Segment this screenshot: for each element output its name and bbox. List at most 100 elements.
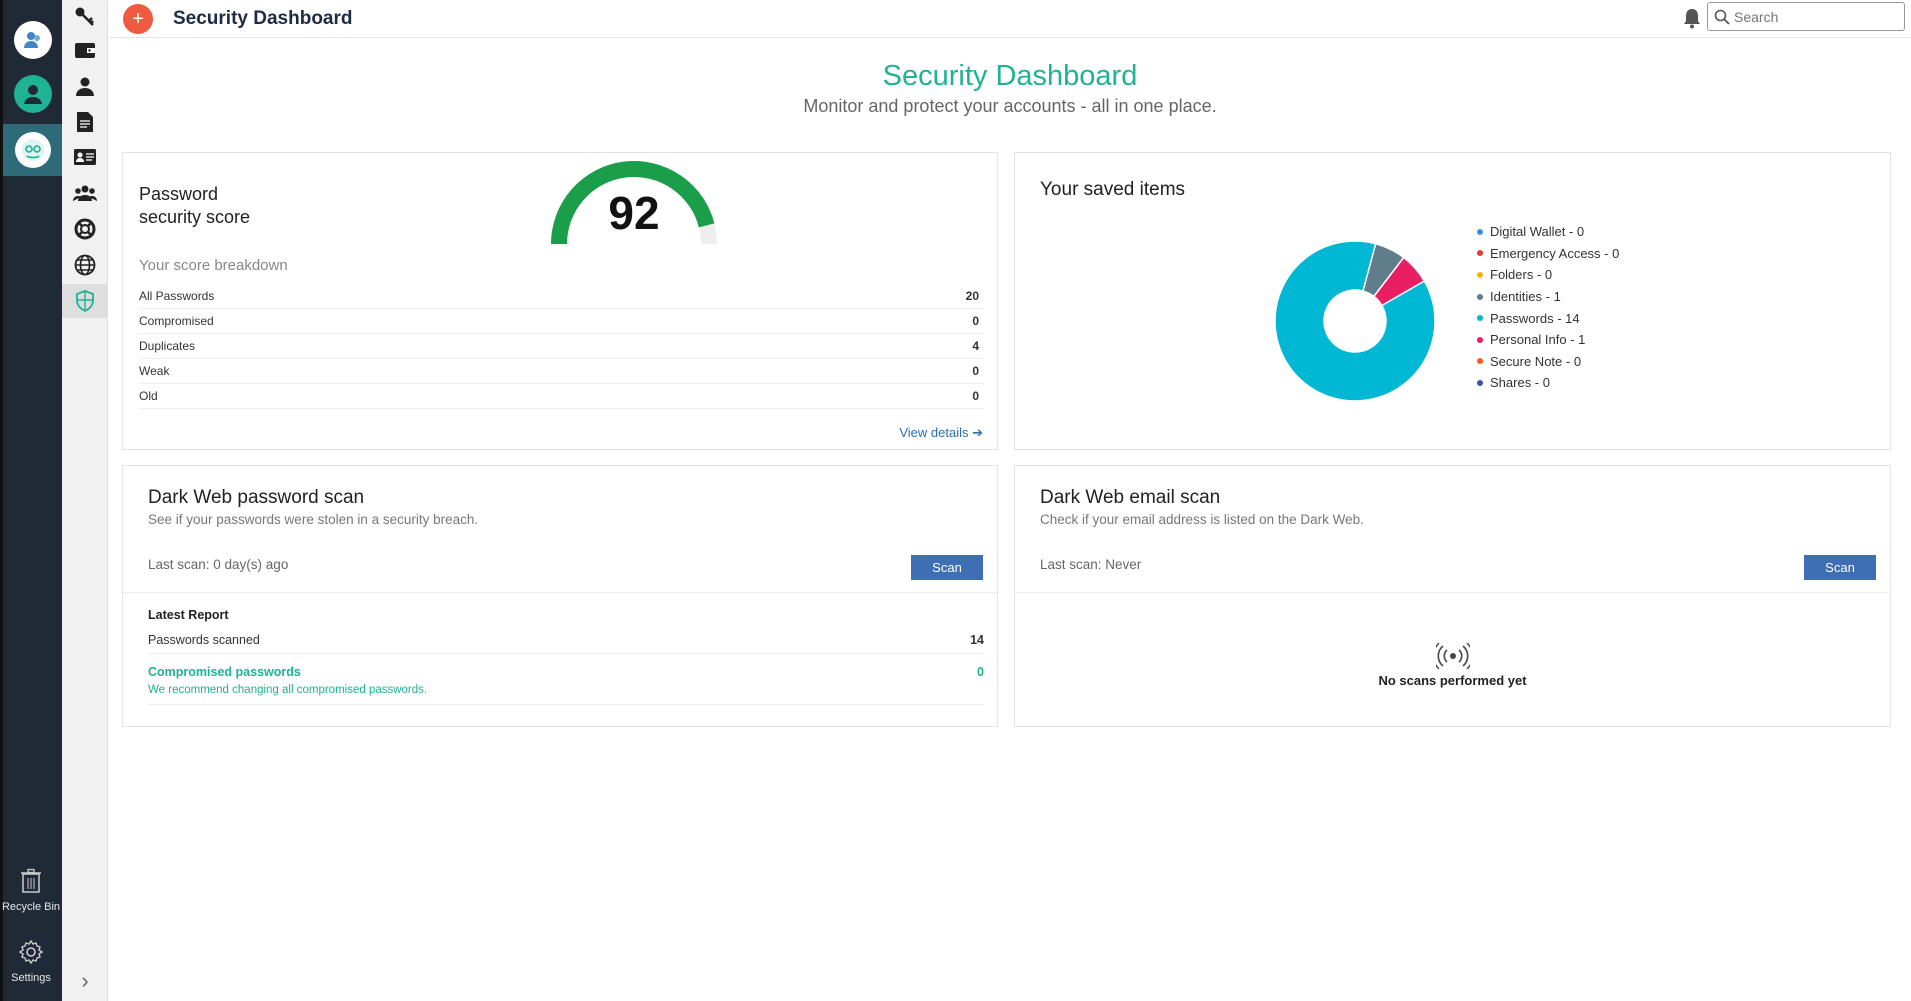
trash-icon — [21, 868, 41, 893]
compromised-passwords-label[interactable]: Compromised passwords — [148, 665, 301, 679]
email-last-scan: Last scan: Never — [1040, 557, 1142, 572]
email-scan-button[interactable]: Scan — [1804, 555, 1876, 580]
legend-item: Folders - 0 — [1477, 264, 1619, 286]
breakdown-row: Weak 0 — [139, 359, 983, 384]
notification-bell-icon[interactable] — [1681, 7, 1703, 29]
divider — [1015, 592, 1890, 593]
row-label: All Passwords — [139, 289, 215, 303]
legend-label: Shares - 0 — [1490, 375, 1550, 391]
no-scans-text: No scans performed yet — [1378, 673, 1527, 688]
legend-item: Secure Note - 0 — [1477, 351, 1619, 373]
legend-dot — [1477, 271, 1483, 278]
identity-person-icon[interactable] — [62, 69, 108, 103]
passwords-key-icon[interactable] — [62, 0, 108, 34]
row-label: Old — [139, 389, 158, 403]
shares-group-icon[interactable] — [62, 176, 108, 210]
legend-item: Identities - 1 — [1477, 286, 1619, 308]
saved-items-title: Your saved items — [1040, 179, 1186, 200]
category-sidebar: › — [62, 0, 108, 1001]
row-value: 0 — [972, 314, 979, 328]
password-scan-subtitle: See if your passwords were stolen in a s… — [148, 512, 479, 527]
top-bar: + Security Dashboard — [109, 0, 1911, 38]
score-label-line2: security score — [139, 207, 251, 227]
legend-item: Personal Info - 1 — [1477, 329, 1619, 351]
wallet-icon[interactable] — [62, 33, 108, 67]
legend-item: Shares - 0 — [1477, 372, 1619, 394]
view-details-link[interactable]: View details ➔ — [899, 425, 983, 440]
shared-accounts-icon[interactable] — [14, 21, 52, 59]
score-value: 92 — [608, 187, 659, 239]
compromised-passwords-value: 0 — [977, 665, 984, 679]
search-input[interactable] — [1734, 8, 1894, 25]
divider — [123, 592, 997, 593]
personal-info-card-icon[interactable] — [62, 140, 108, 174]
rail-edge — [0, 0, 3, 1001]
secure-note-icon[interactable] — [62, 105, 108, 139]
row-label: Compromised — [139, 314, 214, 328]
recycle-bin-label: Recycle Bin — [1, 901, 61, 913]
legend-dot — [1477, 358, 1483, 365]
dashboard-heading: Security Dashboard — [882, 60, 1138, 92]
row-value: 4 — [972, 339, 979, 353]
security-account-icon[interactable] — [3, 124, 62, 176]
row-label: Weak — [139, 364, 170, 378]
legend-item: Passwords - 14 — [1477, 307, 1619, 329]
expand-sidebar-chevron-icon[interactable]: › — [81, 968, 89, 993]
donut-slice-personal-info — [1372, 256, 1426, 307]
legend-dot — [1477, 315, 1483, 322]
search-box[interactable] — [1707, 2, 1905, 31]
legend-label: Personal Info - 1 — [1490, 332, 1586, 348]
legend-dot — [1477, 379, 1483, 386]
breakdown-row: Duplicates 4 — [139, 334, 983, 359]
breakdown-row: Old 0 — [139, 384, 983, 409]
saved-items-donut-chart — [1274, 240, 1436, 402]
legend-label: Folders - 0 — [1490, 267, 1553, 283]
password-scan-title: Dark Web password scan — [148, 487, 365, 508]
recycle-bin-button[interactable]: Recycle Bin — [0, 868, 62, 913]
email-scan-title: Dark Web email scan — [1040, 487, 1221, 508]
settings-button[interactable]: Settings — [0, 939, 62, 984]
personal-account-icon[interactable] — [14, 75, 52, 113]
passwords-scanned-label: Passwords scanned — [148, 633, 260, 647]
breakdown-row: Compromised 0 — [139, 309, 983, 334]
account-rail: Recycle Bin Settings — [0, 0, 62, 1001]
legend-dot — [1477, 336, 1483, 343]
password-scan-button[interactable]: Scan — [911, 555, 983, 580]
emergency-access-lifebuoy-icon[interactable] — [62, 212, 108, 246]
row-value: 0 — [972, 364, 979, 378]
add-item-button[interactable]: + — [123, 4, 153, 34]
breakdown-title: Your score breakdown — [139, 257, 288, 274]
legend-item: Digital Wallet - 0 — [1477, 221, 1619, 243]
breakdown-row: All Passwords 20 — [139, 284, 983, 309]
gauge-fill — [551, 161, 715, 245]
legend-dot — [1477, 228, 1483, 235]
security-shield-icon[interactable] — [62, 284, 108, 318]
score-label-line1: Password — [139, 184, 219, 204]
legend-label: Identities - 1 — [1490, 289, 1561, 305]
legend-label: Digital Wallet - 0 — [1490, 224, 1585, 240]
saved-items-card: Your saved items Digital Wallet - 0 Emer… — [1014, 152, 1891, 450]
gear-icon — [18, 939, 44, 965]
legend-label: Secure Note - 0 — [1490, 353, 1582, 369]
compromised-passwords-row: Compromised passwords 0 — [148, 665, 984, 679]
legend-label: Passwords - 14 — [1490, 310, 1580, 326]
password-last-scan: Last scan: 0 day(s) ago — [148, 557, 289, 572]
score-gauge: 92 — [551, 161, 717, 245]
search-icon — [1714, 9, 1730, 25]
broadcast-signal-icon — [1436, 643, 1470, 669]
row-divider — [148, 653, 984, 654]
row-value: 20 — [965, 289, 979, 303]
legend-dot — [1477, 250, 1483, 257]
email-scan-subtitle: Check if your email address is listed on… — [1040, 512, 1364, 527]
legend-label: Emergency Access - 0 — [1490, 245, 1620, 261]
saved-items-legend: Digital Wallet - 0 Emergency Access - 0 … — [1477, 221, 1619, 394]
score-label: Password security score — [139, 183, 250, 229]
page-title: Security Dashboard — [173, 8, 353, 29]
legend-dot — [1477, 293, 1483, 300]
latest-report-heading: Latest Report — [148, 608, 229, 622]
row-label: Duplicates — [139, 339, 196, 353]
dark-web-email-scan-card: Dark Web email scan Check if your email … — [1014, 465, 1891, 727]
row-divider — [148, 704, 984, 705]
globe-icon[interactable] — [62, 248, 108, 282]
row-value: 0 — [972, 389, 979, 403]
